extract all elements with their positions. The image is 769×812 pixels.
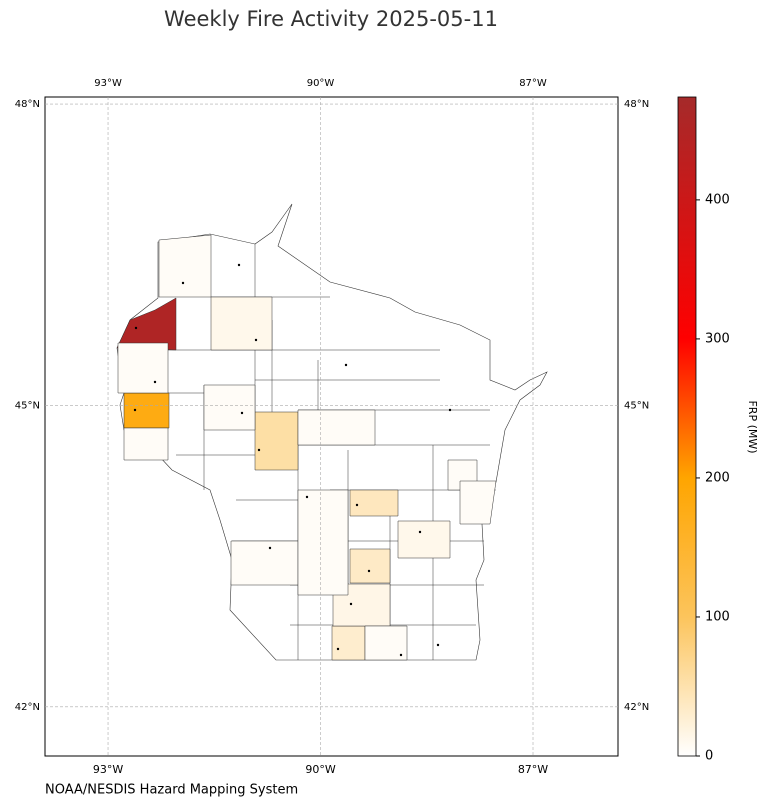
county xyxy=(349,548,391,584)
fire-detection xyxy=(153,380,157,384)
county xyxy=(230,540,299,586)
county xyxy=(364,625,408,661)
colorbar-tick-label: 300 xyxy=(705,331,730,346)
fire-detection xyxy=(355,503,359,507)
fire-detection xyxy=(133,408,137,412)
x-tick-label: 87°W xyxy=(519,78,547,89)
fire-detection xyxy=(448,408,452,412)
fire-detection xyxy=(349,602,353,606)
y-tick-label: 45°N xyxy=(15,400,40,411)
x-tick-label: 90°W xyxy=(305,763,335,776)
colorbar-tick-label: 100 xyxy=(705,609,730,624)
y-tick-label: 42°N xyxy=(624,702,649,713)
x-tick-label: 87°W xyxy=(518,763,548,776)
y-tick-label: 48°N xyxy=(624,99,649,110)
fire-detection xyxy=(436,643,440,647)
fire-detection xyxy=(181,281,185,285)
map-frame xyxy=(44,96,619,757)
county xyxy=(459,480,497,525)
fire-detection xyxy=(257,448,261,452)
colorbar-tick-label: 400 xyxy=(705,192,730,207)
county xyxy=(123,427,169,461)
fire-detection xyxy=(344,363,348,367)
colorbar-tick-label: 0 xyxy=(705,749,713,764)
fire-detection xyxy=(254,338,258,342)
county xyxy=(117,342,169,394)
x-tick-label: 93°W xyxy=(94,78,122,89)
colorbar-tick-label: 200 xyxy=(705,470,730,485)
county xyxy=(158,234,212,298)
x-tick-label: 90°W xyxy=(307,78,335,89)
county xyxy=(297,489,349,596)
colorbar-label: FRP (MW) xyxy=(746,400,759,453)
county xyxy=(203,384,256,431)
fire-detection xyxy=(367,569,371,573)
county xyxy=(297,409,376,446)
fire-detection xyxy=(399,653,403,657)
colorbar xyxy=(677,96,697,757)
county xyxy=(123,392,170,429)
county xyxy=(349,489,399,517)
fire-detection xyxy=(336,647,340,651)
county xyxy=(210,296,273,351)
source-credit: NOAA/NESDIS Hazard Mapping System xyxy=(45,783,298,798)
fire-detection xyxy=(240,411,244,415)
county xyxy=(331,625,366,661)
y-tick-label: 48°N xyxy=(15,99,40,110)
county xyxy=(254,411,299,471)
y-tick-label: 42°N xyxy=(15,702,40,713)
fire-detection xyxy=(305,495,309,499)
map-area xyxy=(116,203,548,661)
fire-detection xyxy=(418,530,422,534)
chart-title: Weekly Fire Activity 2025-05-11 xyxy=(164,7,498,31)
county xyxy=(397,520,451,559)
fire-detection xyxy=(237,263,241,267)
fire-detection xyxy=(268,546,272,550)
x-tick-label: 93°W xyxy=(93,763,123,776)
y-tick-label: 45°N xyxy=(624,400,649,411)
fire-detection xyxy=(134,326,138,330)
county xyxy=(116,297,177,351)
